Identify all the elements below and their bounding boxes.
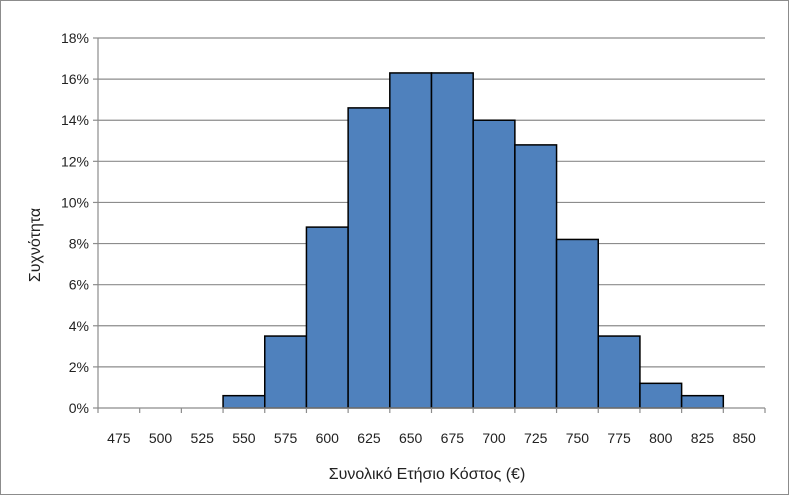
x-tick-label: 825 bbox=[691, 430, 715, 446]
y-tick-label: 8% bbox=[69, 236, 89, 252]
axes bbox=[93, 37, 766, 413]
y-tick-label: 12% bbox=[61, 153, 89, 169]
y-tick-label: 0% bbox=[69, 400, 89, 416]
x-tick-labels: 475 500 525 550 575 600 625 650 675 700 725 750 775 8… bbox=[107, 430, 756, 446]
histogram-bar bbox=[597, 335, 641, 409]
x-tick-label: 725 bbox=[524, 430, 548, 446]
x-tick-label: 525 bbox=[191, 430, 215, 446]
histogram-bar bbox=[430, 72, 474, 409]
x-tick-label: 575 bbox=[274, 430, 298, 446]
histogram-bar bbox=[222, 394, 266, 409]
y-tick-label: 6% bbox=[69, 277, 89, 293]
x-tick-label: 775 bbox=[607, 430, 631, 446]
y-tick-label: 4% bbox=[69, 318, 89, 334]
y-tick-label: 10% bbox=[61, 194, 89, 210]
y-axis-title: Συχνότητα bbox=[27, 208, 44, 282]
histogram-bar bbox=[389, 72, 433, 409]
histogram-bar bbox=[680, 394, 725, 409]
histogram-bar bbox=[305, 226, 349, 409]
histogram-bar bbox=[472, 119, 516, 409]
x-tick-label: 600 bbox=[316, 430, 340, 446]
x-tick-label: 700 bbox=[482, 430, 506, 446]
y-tick-label: 14% bbox=[61, 112, 89, 128]
histogram-bar bbox=[264, 335, 308, 409]
x-tick-label: 675 bbox=[441, 430, 465, 446]
x-tick-label: 475 bbox=[107, 430, 131, 446]
x-tick-label: 625 bbox=[357, 430, 381, 446]
y-tick-label: 16% bbox=[61, 71, 89, 87]
y-tick-label: 18% bbox=[61, 30, 89, 46]
histogram-bar bbox=[514, 144, 558, 409]
y-tick-label: 2% bbox=[69, 359, 89, 375]
y-tick-labels: 0% 2% 4% 6% 8% 10% 12% 14% 16% 18% bbox=[61, 30, 89, 416]
x-tick-label: 650 bbox=[399, 430, 423, 446]
x-tick-label: 850 bbox=[732, 430, 756, 446]
x-tick-label: 500 bbox=[149, 430, 173, 446]
bars bbox=[222, 72, 725, 409]
histogram-bar bbox=[639, 382, 683, 409]
x-tick-label: 750 bbox=[566, 430, 590, 446]
x-tick-label: 550 bbox=[232, 430, 256, 446]
x-tick-label: 800 bbox=[649, 430, 673, 446]
x-axis-title: Συνολικό Ετήσιο Κόστος (€) bbox=[329, 466, 526, 483]
histogram-bar bbox=[347, 107, 391, 409]
histogram-bar bbox=[555, 238, 599, 409]
